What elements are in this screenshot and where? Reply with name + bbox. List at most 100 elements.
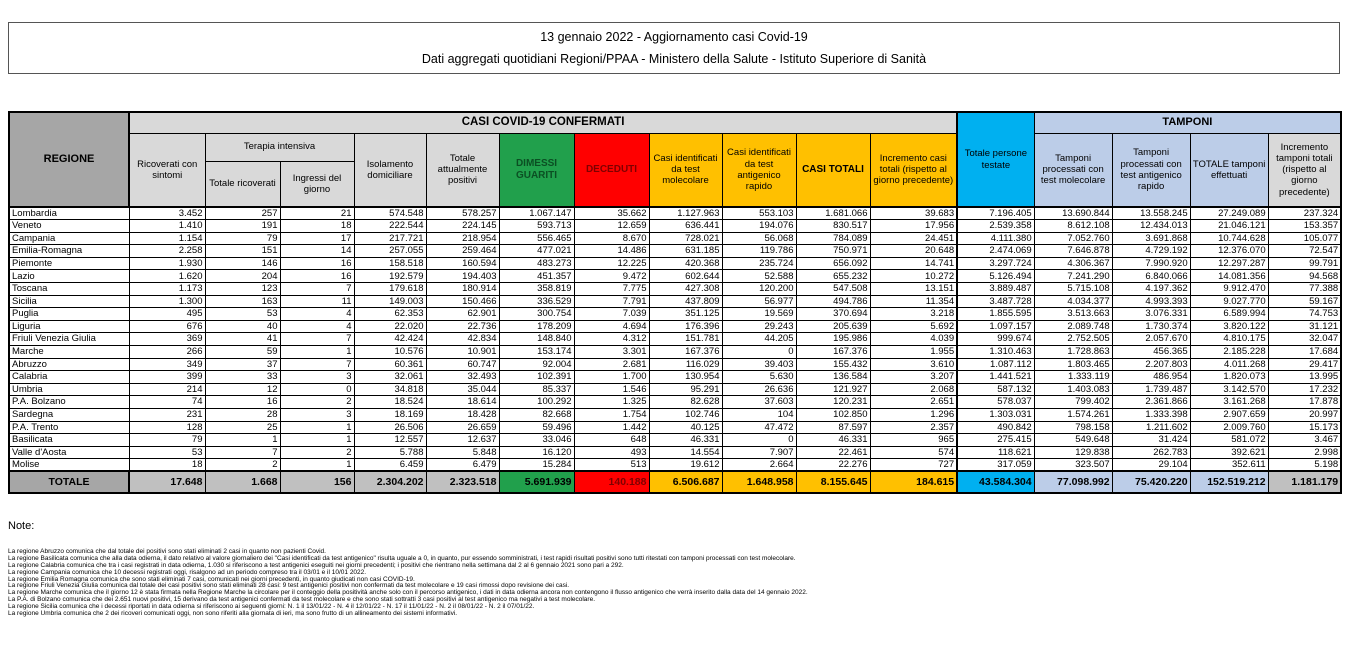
value-cell: 1.403.083 — [1033, 382, 1113, 397]
value-cell: 2.651 — [869, 395, 958, 409]
value-cell: 3.467 — [1267, 433, 1342, 447]
value-cell: 102.850 — [795, 408, 871, 422]
value-cell: 20.648 — [869, 244, 958, 258]
table-row: Toscana 1.173 123 7 179.618 180.914 358.819 7.7… — [8, 282, 1342, 296]
column-header-totale-tamponi: TOTALE tamponi effettuati — [1189, 132, 1269, 208]
value-cell: 676 — [128, 319, 206, 334]
value-cell: 1.333.119 — [1033, 370, 1113, 384]
value-cell: 486.954 — [1111, 370, 1191, 384]
total-label: TOTALE — [8, 470, 130, 495]
value-cell: 2.681 — [573, 357, 650, 372]
value-cell: 95.291 — [648, 382, 723, 397]
value-cell: 351.125 — [648, 307, 723, 321]
value-cell: 7.241.290 — [1033, 269, 1113, 284]
value-cell: 2.907.659 — [1189, 408, 1269, 422]
value-cell: 4.197.362 — [1111, 282, 1191, 296]
value-cell: 180.914 — [425, 282, 500, 296]
value-cell: 222.544 — [353, 219, 427, 233]
value-cell: 2.258 — [128, 244, 206, 258]
table-row: Sardegna 231 28 3 18.169 18.428 82.668 1.754 102… — [8, 408, 1342, 422]
value-cell: 420.368 — [648, 256, 723, 271]
value-cell: 39.403 — [721, 357, 797, 372]
value-cell: 257 — [204, 206, 281, 221]
value-cell: 60.747 — [425, 357, 500, 372]
value-cell: 18.614 — [425, 395, 500, 409]
value-cell: 7.646.878 — [1033, 244, 1113, 258]
value-cell: 29.104 — [1111, 458, 1191, 472]
value-cell: 21.046.121 — [1189, 219, 1269, 233]
total-cell: 184.615 — [869, 470, 958, 495]
value-cell: 105.077 — [1267, 231, 1342, 246]
value-cell: 3.889.487 — [956, 282, 1035, 296]
value-cell: 18 — [128, 458, 206, 472]
value-cell: 9.912.470 — [1189, 282, 1269, 296]
value-cell: 116.029 — [648, 357, 723, 372]
value-cell: 5.692 — [869, 319, 958, 334]
total-cell: 1.668 — [204, 470, 281, 495]
value-cell: 33 — [204, 370, 281, 384]
value-cell: 456.365 — [1111, 345, 1191, 359]
total-cell: 5.691.939 — [498, 470, 575, 495]
value-cell: 178.209 — [498, 319, 575, 334]
value-cell: 259.464 — [425, 244, 500, 258]
value-cell: 1 — [279, 458, 355, 472]
region-name: Friuli Venezia Giulia — [8, 332, 130, 347]
value-cell: 119.786 — [721, 244, 797, 258]
value-cell: 19.569 — [721, 307, 797, 321]
value-cell: 29.243 — [721, 319, 797, 334]
value-cell: 2.009.760 — [1189, 420, 1269, 435]
value-cell: 60.361 — [353, 357, 427, 372]
value-cell: 235.724 — [721, 256, 797, 271]
value-cell: 12.297.287 — [1189, 256, 1269, 271]
value-cell: 750.971 — [795, 244, 871, 258]
value-cell: 7.775 — [573, 282, 650, 296]
value-cell: 5.788 — [353, 445, 427, 460]
value-cell: 2.207.803 — [1111, 357, 1191, 372]
value-cell: 120.200 — [721, 282, 797, 296]
value-cell: 266 — [128, 345, 206, 359]
title-box: 13 gennaio 2022 - Aggiornamento casi Cov… — [8, 22, 1340, 74]
value-cell: 5.848 — [425, 445, 500, 460]
region-name: Basilicata — [8, 433, 130, 447]
value-cell: 1.173 — [128, 282, 206, 296]
value-cell: 22.461 — [795, 445, 871, 460]
value-cell: 648 — [573, 433, 650, 447]
value-cell: 46.331 — [795, 433, 871, 447]
value-cell: 1.739.487 — [1111, 382, 1191, 397]
value-cell: 1.296 — [869, 408, 958, 422]
region-name: Emilia-Romagna — [8, 244, 130, 258]
note-item: La regione Campania comunica che 10 dece… — [8, 568, 367, 576]
value-cell: 3.820.122 — [1189, 319, 1269, 334]
group-header-terapia-intensiva: Terapia intensiva — [204, 132, 355, 162]
value-cell: 999.674 — [956, 332, 1035, 347]
value-cell: 14.081.356 — [1189, 269, 1269, 284]
value-cell: 79 — [204, 231, 281, 246]
value-cell: 167.376 — [648, 345, 723, 359]
value-cell: 12.376.070 — [1189, 244, 1269, 258]
value-cell: 16 — [279, 256, 355, 271]
value-cell: 1.820.073 — [1189, 370, 1269, 384]
value-cell: 12.434.013 — [1111, 219, 1191, 233]
value-cell: 52.588 — [721, 269, 797, 284]
region-name: P.A. Bolzano — [8, 395, 130, 409]
value-cell: 3.218 — [869, 307, 958, 321]
value-cell: 4.034.377 — [1033, 294, 1113, 309]
value-cell: 231 — [128, 408, 206, 422]
table-row: Emilia-Romagna 2.258 151 14 257.055 259.464 47… — [8, 244, 1342, 258]
table-row: Umbria 214 12 0 34.818 35.044 85.337 1.546 95.29… — [8, 382, 1342, 397]
column-header-casi-molecolare: Casi identificati da test molecolare — [648, 132, 723, 208]
value-cell: 7.039 — [573, 307, 650, 321]
value-cell: 104 — [721, 408, 797, 422]
total-cell: 140.188 — [573, 470, 650, 495]
table-header: REGIONE CASI COVID-19 CONFERMATI Totale … — [8, 111, 1342, 208]
value-cell: 123 — [204, 282, 281, 296]
value-cell: 37 — [204, 357, 281, 372]
value-cell: 26.506 — [353, 420, 427, 435]
region-name: Veneto — [8, 219, 130, 233]
value-cell: 7.907 — [721, 445, 797, 460]
value-cell: 513 — [573, 458, 650, 472]
value-cell: 9.472 — [573, 269, 650, 284]
column-header-deceduti: DECEDUTI — [573, 132, 650, 208]
value-cell: 574 — [869, 445, 958, 460]
value-cell: 18 — [279, 219, 355, 233]
